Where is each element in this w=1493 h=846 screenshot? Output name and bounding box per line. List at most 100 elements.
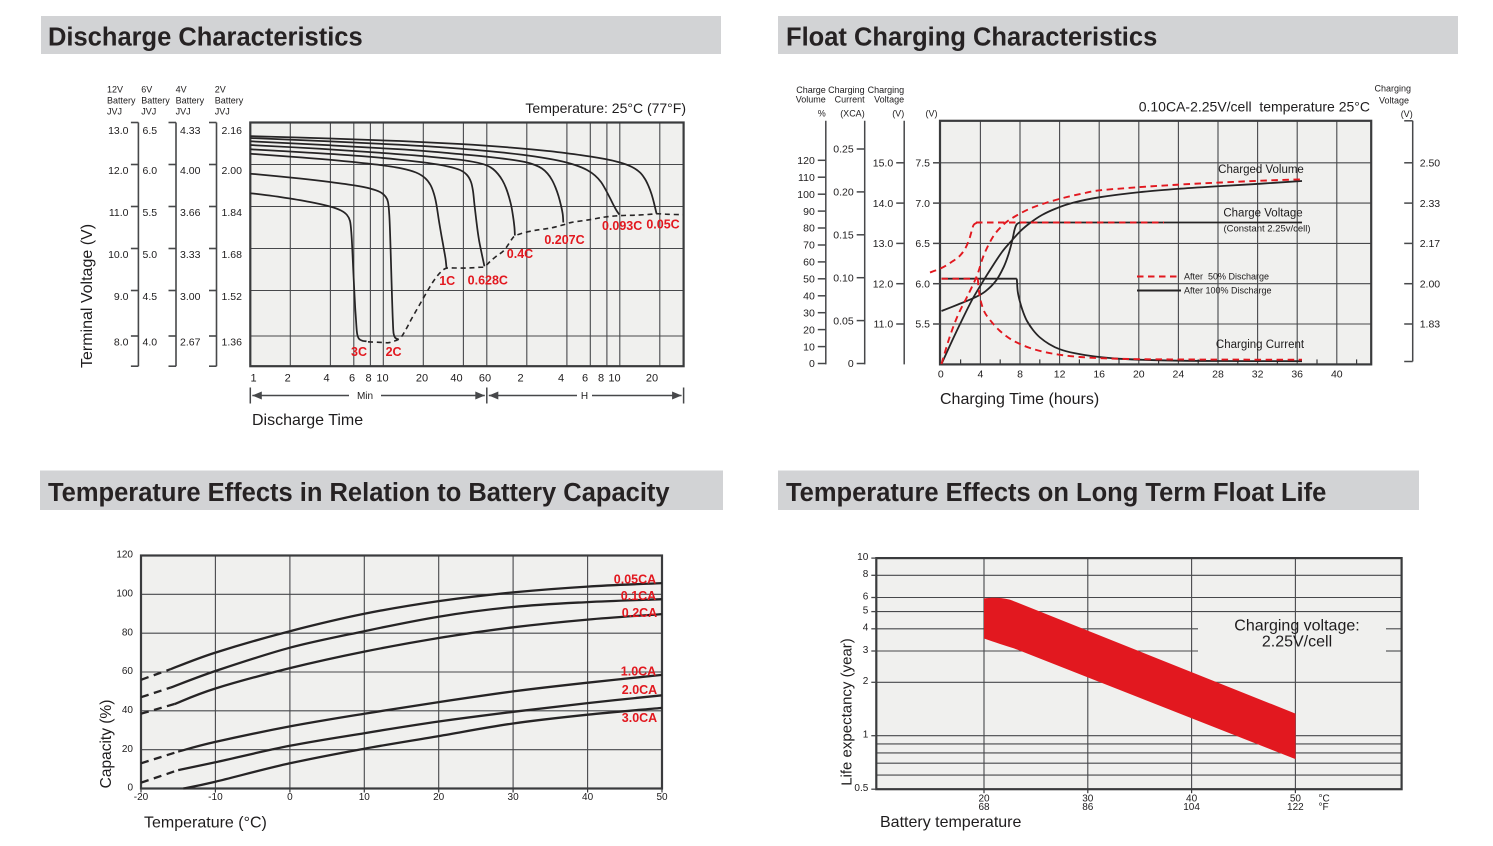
svg-text:86: 86 xyxy=(1082,802,1094,813)
svg-text:2.67: 2.67 xyxy=(180,336,201,348)
svg-text:2.50: 2.50 xyxy=(1420,158,1441,170)
svg-text:68: 68 xyxy=(978,802,990,813)
svg-text:4: 4 xyxy=(863,623,869,634)
svg-text:2.00: 2.00 xyxy=(1420,278,1441,290)
svg-text:1C: 1C xyxy=(439,274,455,288)
svg-text:20: 20 xyxy=(1133,369,1145,381)
svg-text:0.207C: 0.207C xyxy=(544,233,584,247)
svg-text:After 50% Discharge: After 50% Discharge xyxy=(1184,272,1269,282)
svg-text:-10: -10 xyxy=(208,792,223,803)
svg-text:Charging Current: Charging Current xyxy=(1216,339,1305,351)
svg-text:0.628C: 0.628C xyxy=(468,273,508,287)
svg-text:4.5: 4.5 xyxy=(143,291,158,303)
svg-text:-20: -20 xyxy=(134,792,149,803)
svg-text:%: % xyxy=(818,109,826,119)
svg-text:0: 0 xyxy=(127,783,133,794)
svg-text:2.00: 2.00 xyxy=(222,165,243,177)
svg-text:JVJ: JVJ xyxy=(141,106,156,116)
svg-text:5.0: 5.0 xyxy=(143,249,158,261)
svg-text:Charging: Charging xyxy=(868,85,905,95)
svg-text:4: 4 xyxy=(558,373,564,385)
svg-text:0.15: 0.15 xyxy=(833,230,854,242)
svg-text:Charge Voltage: Charge Voltage xyxy=(1223,208,1302,220)
svg-text:60: 60 xyxy=(479,373,491,385)
svg-text:20: 20 xyxy=(416,373,428,385)
svg-text:1.68: 1.68 xyxy=(222,249,243,261)
svg-text:30: 30 xyxy=(1082,794,1094,805)
svg-text:4.00: 4.00 xyxy=(180,165,201,177)
svg-text:Battery: Battery xyxy=(176,96,205,106)
svg-text:0.5: 0.5 xyxy=(854,783,868,794)
svg-text:(XCA): (XCA) xyxy=(840,109,865,119)
svg-text:80: 80 xyxy=(803,223,815,235)
svg-text:Discharge Time: Discharge Time xyxy=(252,412,363,429)
svg-text:1.83: 1.83 xyxy=(1420,319,1441,331)
svg-text:30: 30 xyxy=(803,307,815,319)
svg-text:Charging: Charging xyxy=(1374,84,1411,94)
svg-text:40: 40 xyxy=(1331,369,1343,381)
svg-text:8: 8 xyxy=(1017,369,1023,381)
svg-text:0.05C: 0.05C xyxy=(646,217,679,231)
svg-text:2.25V/cell: 2.25V/cell xyxy=(1262,634,1332,651)
svg-text:2: 2 xyxy=(863,676,869,687)
svg-text:°F: °F xyxy=(1319,802,1329,813)
svg-text:3C: 3C xyxy=(351,345,367,359)
svg-text:10: 10 xyxy=(857,552,869,563)
svg-text:13.0: 13.0 xyxy=(873,238,894,250)
svg-text:6.0: 6.0 xyxy=(915,278,930,290)
svg-text:0: 0 xyxy=(848,358,854,370)
svg-text:1.52: 1.52 xyxy=(222,291,243,303)
svg-text:0: 0 xyxy=(809,358,815,370)
svg-text:5.5: 5.5 xyxy=(143,207,158,219)
svg-text:12.0: 12.0 xyxy=(108,165,129,177)
svg-text:0.05CA: 0.05CA xyxy=(614,573,656,587)
svg-text:0.20: 0.20 xyxy=(833,187,854,199)
svg-text:12: 12 xyxy=(1054,369,1066,381)
svg-text:40: 40 xyxy=(450,373,462,385)
svg-text:7.5: 7.5 xyxy=(915,158,930,170)
svg-text:40: 40 xyxy=(582,792,594,803)
svg-text:JVJ: JVJ xyxy=(215,106,230,116)
svg-text:0.093C: 0.093C xyxy=(602,219,642,233)
svg-text:Temperature Effects on Long Te: Temperature Effects on Long Term Float L… xyxy=(786,479,1326,507)
svg-text:6: 6 xyxy=(863,591,869,602)
svg-text:100: 100 xyxy=(116,589,133,600)
svg-text:8.0: 8.0 xyxy=(114,336,129,348)
svg-text:Min: Min xyxy=(357,391,373,402)
svg-text:1.84: 1.84 xyxy=(222,207,243,219)
svg-text:JVJ: JVJ xyxy=(107,106,122,116)
svg-text:120: 120 xyxy=(116,550,133,561)
svg-text:13.0: 13.0 xyxy=(108,125,129,137)
svg-text:50: 50 xyxy=(1290,794,1302,805)
svg-text:Charged Volume: Charged Volume xyxy=(1218,164,1304,176)
svg-text:9.0: 9.0 xyxy=(114,291,129,303)
svg-text:15.0: 15.0 xyxy=(873,158,894,170)
svg-text:Battery: Battery xyxy=(107,96,136,106)
svg-text:Life expectancy (year): Life expectancy (year) xyxy=(839,638,856,786)
svg-text:°C: °C xyxy=(1319,794,1330,805)
svg-text:(Constant 2.25v/cell): (Constant 2.25v/cell) xyxy=(1223,223,1310,234)
svg-text:20: 20 xyxy=(433,792,445,803)
svg-text:Temperature: 25°C (77°F): Temperature: 25°C (77°F) xyxy=(525,100,686,116)
svg-text:60: 60 xyxy=(122,666,134,677)
svg-text:Current: Current xyxy=(835,95,866,105)
svg-text:(V): (V) xyxy=(926,109,938,119)
svg-text:2C: 2C xyxy=(386,345,402,359)
svg-text:3.0CA: 3.0CA xyxy=(622,711,657,725)
svg-text:40: 40 xyxy=(1186,794,1198,805)
svg-text:40: 40 xyxy=(122,705,134,716)
svg-text:2: 2 xyxy=(517,373,523,385)
svg-text:6.5: 6.5 xyxy=(915,238,930,250)
svg-text:4: 4 xyxy=(323,373,329,385)
svg-text:0.1CA: 0.1CA xyxy=(621,589,656,603)
svg-text:20: 20 xyxy=(646,373,658,385)
svg-text:11.0: 11.0 xyxy=(109,207,129,219)
svg-text:50: 50 xyxy=(803,274,815,286)
svg-text:6: 6 xyxy=(349,373,355,385)
svg-text:50: 50 xyxy=(656,792,668,803)
svg-text:24: 24 xyxy=(1173,369,1185,381)
svg-text:0.10CA-2.25V/cell temperature: 0.10CA-2.25V/cell temperature 25°C xyxy=(1139,99,1370,115)
svg-text:104: 104 xyxy=(1183,802,1200,813)
svg-text:16: 16 xyxy=(1093,369,1105,381)
svg-text:100: 100 xyxy=(797,189,815,201)
